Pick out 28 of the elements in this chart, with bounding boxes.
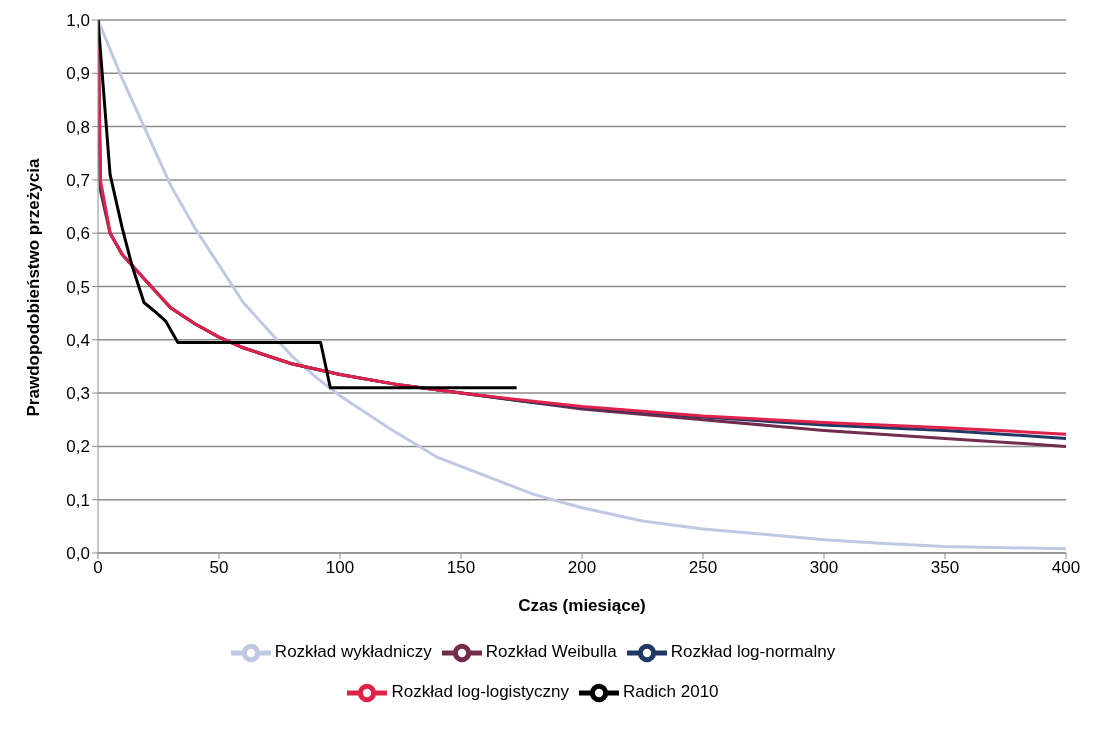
- legend-label: Rozkład log-logistyczny: [391, 682, 570, 702]
- x-tick-label: 0: [93, 558, 103, 578]
- y-tick-label: 0,0: [66, 544, 90, 564]
- legend-label: Radich 2010: [623, 682, 719, 702]
- legend-label: Rozkład log-normalny: [670, 642, 836, 662]
- x-axis-title: Czas (miesiące): [518, 596, 646, 615]
- y-tick-label: 0,9: [66, 64, 90, 84]
- x-tick-label: 50: [209, 558, 229, 578]
- y-tick-label: 0,1: [66, 490, 90, 510]
- y-tick-label: 0,4: [66, 330, 90, 350]
- x-tick-label: 100: [325, 558, 355, 578]
- x-tick-label: 300: [809, 558, 839, 578]
- x-tick-label: 250: [688, 558, 718, 578]
- x-tick-label: 400: [1051, 558, 1081, 578]
- legend-label: Rozkład Weibulla: [485, 642, 617, 662]
- x-tick-label: 200: [567, 558, 597, 578]
- y-tick-label: 0,5: [66, 277, 90, 297]
- x-tick-label: 150: [446, 558, 476, 578]
- legend-label: Rozkład wykładniczy: [274, 642, 432, 662]
- y-tick-label: 0,3: [66, 384, 90, 404]
- y-tick-label: 0,8: [66, 117, 90, 137]
- y-tick-label: 0,2: [66, 437, 90, 457]
- y-tick-label: 0,7: [66, 170, 90, 190]
- x-tick-label: 350: [930, 558, 960, 578]
- y-axis-title: Prawdopodobieństwo przeżycia: [24, 158, 44, 417]
- line-series: [98, 20, 519, 390]
- y-tick-label: 1,0: [66, 11, 90, 31]
- y-tick-label: 0,6: [66, 224, 90, 244]
